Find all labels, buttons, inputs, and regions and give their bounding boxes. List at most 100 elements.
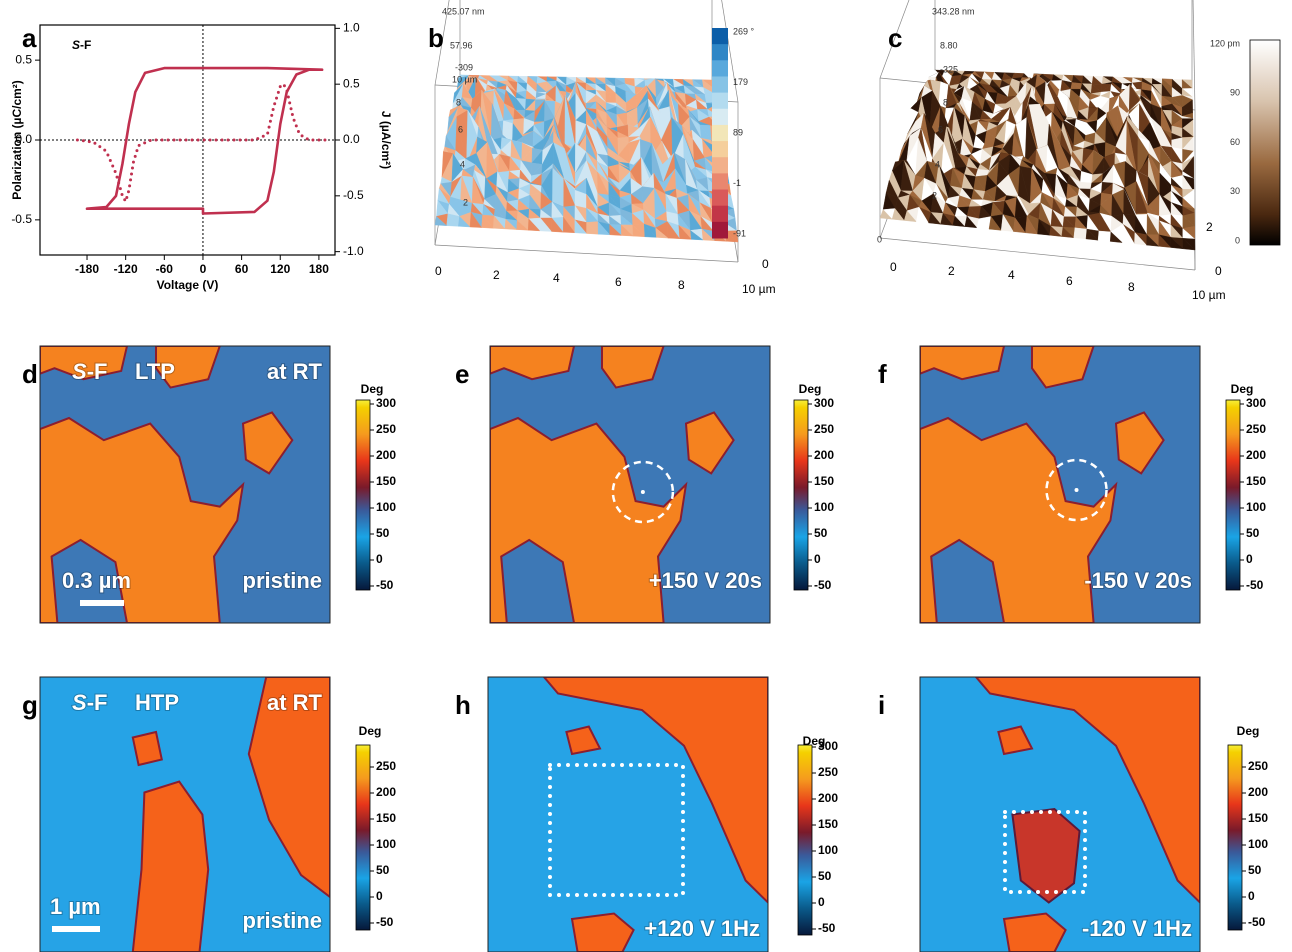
- z-label: 10 µm: [452, 74, 477, 84]
- label-rest: -F: [87, 690, 108, 715]
- colorbar-tick-label: 30: [1230, 186, 1240, 196]
- colorbar-label: Deg: [1237, 724, 1260, 738]
- colorbar-tick-label: 100: [814, 500, 834, 514]
- colorbar-tick-label: 200: [1246, 448, 1266, 462]
- map-annotation: -150 V 20s: [1084, 568, 1192, 593]
- colorbar-tick-label: 250: [1248, 759, 1268, 773]
- colorbar: [1250, 40, 1280, 245]
- colorbar-segment: [712, 141, 728, 158]
- colorbar-segment: [712, 109, 728, 126]
- side-tick-label: 4: [935, 159, 940, 169]
- side-tick-label: 6: [458, 124, 463, 134]
- z-label: 8.80: [940, 40, 958, 50]
- colorbar-segment: [712, 157, 728, 174]
- colorbar-tick-label: -50: [814, 578, 832, 592]
- figure: a-180-120-600601201800.50.0-0.51.00.50.0…: [0, 0, 1292, 952]
- colorbar-tick-label: -50: [818, 921, 836, 935]
- x-tick-label: -180: [75, 262, 99, 276]
- x-tick-label: 120: [270, 262, 290, 276]
- page: a-180-120-600601201800.50.0-0.51.00.50.0…: [0, 0, 1292, 952]
- colorbar-tick-label: -91: [733, 228, 746, 238]
- colorbar-tick-label: 300: [818, 739, 838, 753]
- colorbar-tick-label: 250: [376, 759, 396, 773]
- colorbar-tick-label: 120 pm: [1210, 38, 1240, 48]
- colorbar-segment: [712, 125, 728, 142]
- bottom-tick-label: 6: [615, 275, 622, 289]
- panel-letter: h: [455, 690, 471, 720]
- colorbar: [356, 400, 370, 590]
- corner-tick-label: 2: [1206, 220, 1213, 234]
- colorbar-tick-label: 300: [376, 396, 396, 410]
- label-rest: -F: [80, 38, 91, 52]
- colorbar-tick-label: 50: [818, 869, 832, 883]
- colorbar-tick-label: 200: [376, 785, 396, 799]
- colorbar: [356, 745, 370, 930]
- domain: [133, 732, 162, 765]
- panel-letter: a: [22, 23, 37, 53]
- panel-letter: b: [428, 23, 444, 53]
- bottom-tick-label: 4: [1008, 268, 1015, 282]
- surface-panel: [880, 0, 1195, 270]
- scale-bar: [52, 926, 100, 932]
- scale-bar-label: 1 µm: [50, 894, 101, 919]
- colorbar-tick-label: 100: [376, 500, 396, 514]
- x-tick-label: -120: [114, 262, 138, 276]
- map-condition: at RT: [267, 690, 323, 715]
- side-tick-label: 2: [463, 197, 468, 207]
- y-tick-label: -0.5: [11, 212, 32, 226]
- z-label: 8: [943, 97, 948, 107]
- colorbar-tick-label: 150: [1248, 811, 1268, 825]
- colorbar-tick-label: 300: [814, 396, 834, 410]
- label-italic: S: [72, 690, 87, 715]
- y2-tick-label: -0.5: [343, 188, 364, 202]
- side-tick-label: 2: [932, 190, 937, 200]
- colorbar: [1226, 400, 1240, 590]
- panel-letter: c: [888, 23, 902, 53]
- colorbar-tick-label: 150: [376, 811, 396, 825]
- colorbar-tick-label: 150: [1246, 474, 1266, 488]
- colorbar-segment: [712, 206, 728, 223]
- y2-axis-label: J (µA/cm²): [379, 111, 393, 169]
- colorbar-tick-label: 250: [1246, 422, 1266, 436]
- colorbar-tick-label: 200: [1248, 785, 1268, 799]
- colorbar-segment: [712, 173, 728, 190]
- panel-label: S-F: [72, 38, 91, 52]
- colorbar-tick-label: 0: [1248, 889, 1255, 903]
- colorbar-segment: [712, 93, 728, 110]
- x-tick-label: 60: [235, 262, 249, 276]
- map-annotation: +120 V 1Hz: [644, 916, 760, 941]
- side-tick-label: 8: [456, 97, 461, 107]
- map-annotation: +150 V 20s: [649, 568, 762, 593]
- z-label: 57.96: [450, 40, 473, 50]
- colorbar-label: Deg: [799, 382, 822, 396]
- colorbar-tick-label: 0: [814, 552, 821, 566]
- colorbar-tick-label: 200: [814, 448, 834, 462]
- panel-letter: d: [22, 359, 38, 389]
- colorbar-segment: [712, 190, 728, 207]
- side-tick-label: 4: [460, 159, 465, 169]
- panel-label: S-F: [72, 690, 107, 715]
- colorbar-segment: [712, 60, 728, 77]
- colorbar-tick-label: 150: [814, 474, 834, 488]
- panel-label: S-F: [72, 359, 107, 384]
- bottom-tick-label: 8: [1128, 280, 1135, 294]
- x-tick-label: 180: [309, 262, 329, 276]
- colorbar-tick-label: 90: [1230, 88, 1240, 98]
- box-edge: [435, 245, 738, 262]
- y2-tick-label: -1.0: [343, 244, 364, 258]
- colorbar-tick-label: 60: [1230, 137, 1240, 147]
- bottom-tick-label: 0: [890, 260, 897, 274]
- y2-tick-label: 1.0: [343, 21, 360, 35]
- panel-letter: e: [455, 359, 469, 389]
- z-label: -325: [940, 64, 958, 74]
- colorbar-tick-label: -50: [1248, 915, 1266, 929]
- scale-bar-label: 0.3 µm: [62, 568, 131, 593]
- bottom-tick-label: 10 µm: [1192, 288, 1226, 302]
- colorbar-tick-label: 50: [376, 863, 390, 877]
- colorbar-segment: [712, 28, 728, 45]
- tip-dot: [641, 490, 645, 494]
- colorbar-tick-label: 150: [818, 817, 838, 831]
- colorbar-tick-label: 0: [1235, 235, 1240, 245]
- colorbar-tick-label: 200: [376, 448, 396, 462]
- colorbar: [798, 745, 812, 935]
